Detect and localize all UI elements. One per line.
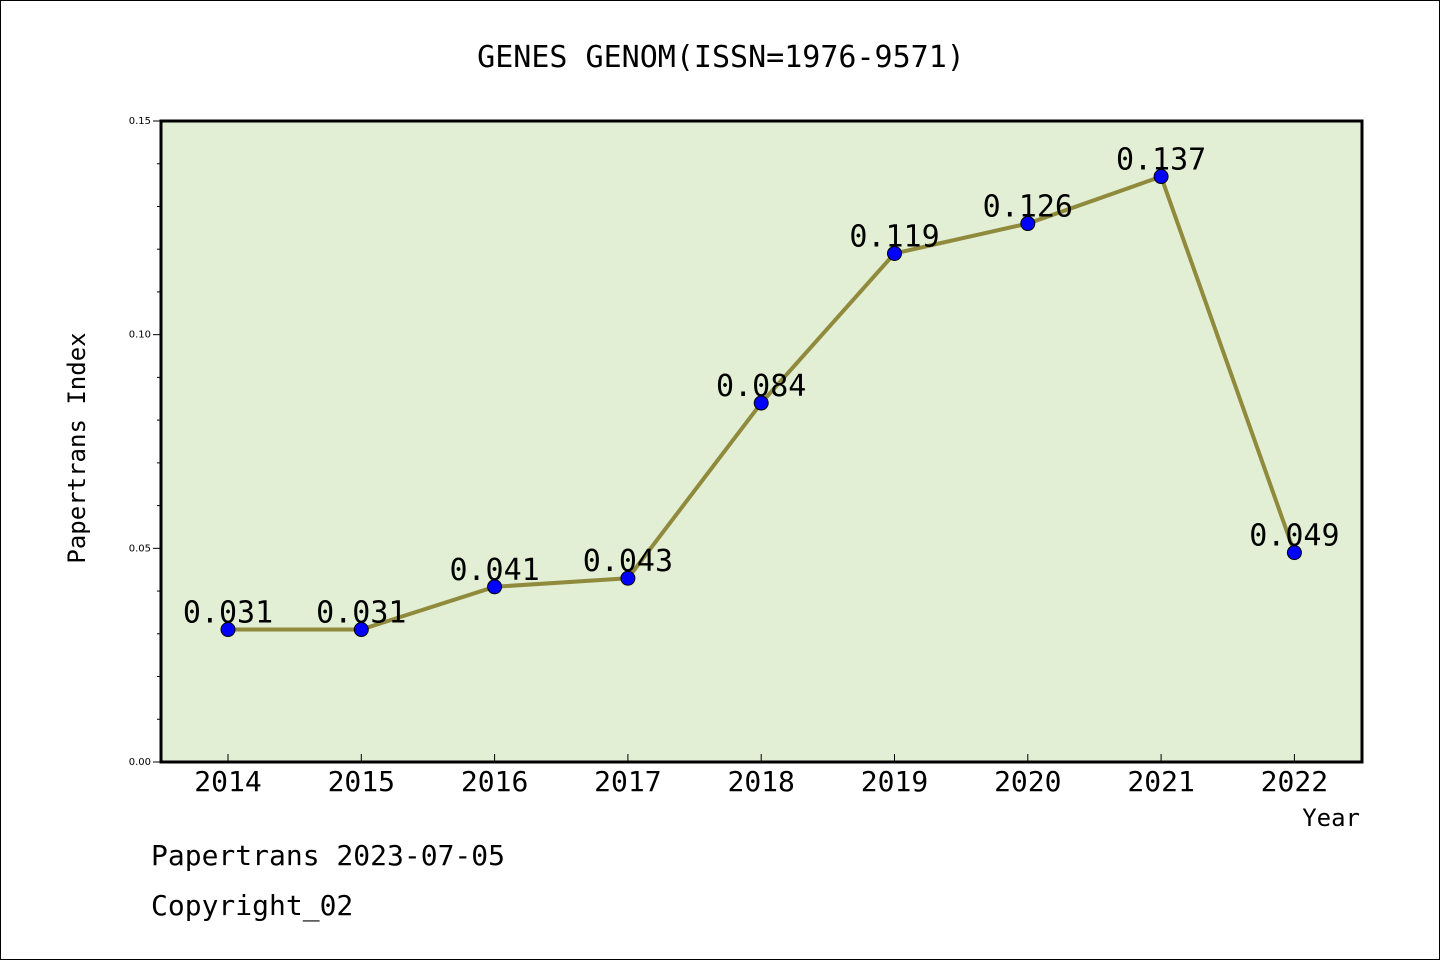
marker-group	[220, 169, 1302, 638]
data-label-group: 0.031 0.031 0.041 0.043 0.084 0.119 0.126 0.137…	[183, 143, 1340, 631]
y-tick-label: 0.00	[129, 757, 151, 768]
data-point	[620, 570, 636, 586]
data-label: 0.043	[583, 544, 673, 579]
x-tick-label: 2022	[1261, 765, 1328, 798]
x-tick-label: 2017	[594, 765, 661, 798]
y-tick-label: 0.10	[129, 330, 151, 341]
x-tick-label: 2016	[461, 765, 528, 798]
data-point	[1286, 545, 1302, 561]
x-tick-label: 2018	[727, 765, 794, 798]
chart-title: GENES GENOM(ISSN=1976-9571)	[477, 40, 965, 75]
x-tick-label: 2021	[1127, 765, 1194, 798]
data-label: 0.031	[183, 596, 273, 631]
data-label: 0.084	[716, 369, 806, 404]
data-label: 0.049	[1249, 519, 1339, 554]
x-tick-label: 2015	[328, 765, 395, 798]
data-point	[1020, 216, 1036, 232]
data-point	[753, 395, 769, 411]
x-axis-label: Year	[1302, 804, 1360, 832]
footer-copyright: Copyright_02	[151, 889, 353, 923]
x-tick-label: 2014	[194, 765, 261, 798]
data-point	[220, 622, 236, 638]
footer-date: Papertrans 2023-07-05	[151, 839, 505, 872]
data-point	[353, 622, 369, 638]
data-point	[1153, 169, 1169, 185]
y-axis: 0.00 0.05 0.10 0.15	[129, 116, 161, 768]
data-label: 0.119	[849, 219, 939, 254]
plot-area	[159, 119, 1364, 764]
data-point	[487, 579, 503, 595]
x-tick-label: 2019	[861, 765, 928, 798]
data-point	[887, 245, 902, 261]
x-tick-label: 2020	[994, 765, 1061, 798]
data-label: 0.137	[1116, 143, 1206, 178]
y-tick-label: 0.05	[129, 543, 151, 554]
y-tick-label: 0.15	[129, 116, 151, 127]
data-label: 0.031	[316, 596, 406, 631]
y-axis-label: Papertrans Index	[63, 332, 91, 563]
x-axis: 2014 2015 2016 2017 2018 2019 2020 2021 2022	[194, 754, 1328, 798]
data-label: 0.041	[449, 553, 539, 588]
data-label: 0.126	[983, 190, 1073, 225]
